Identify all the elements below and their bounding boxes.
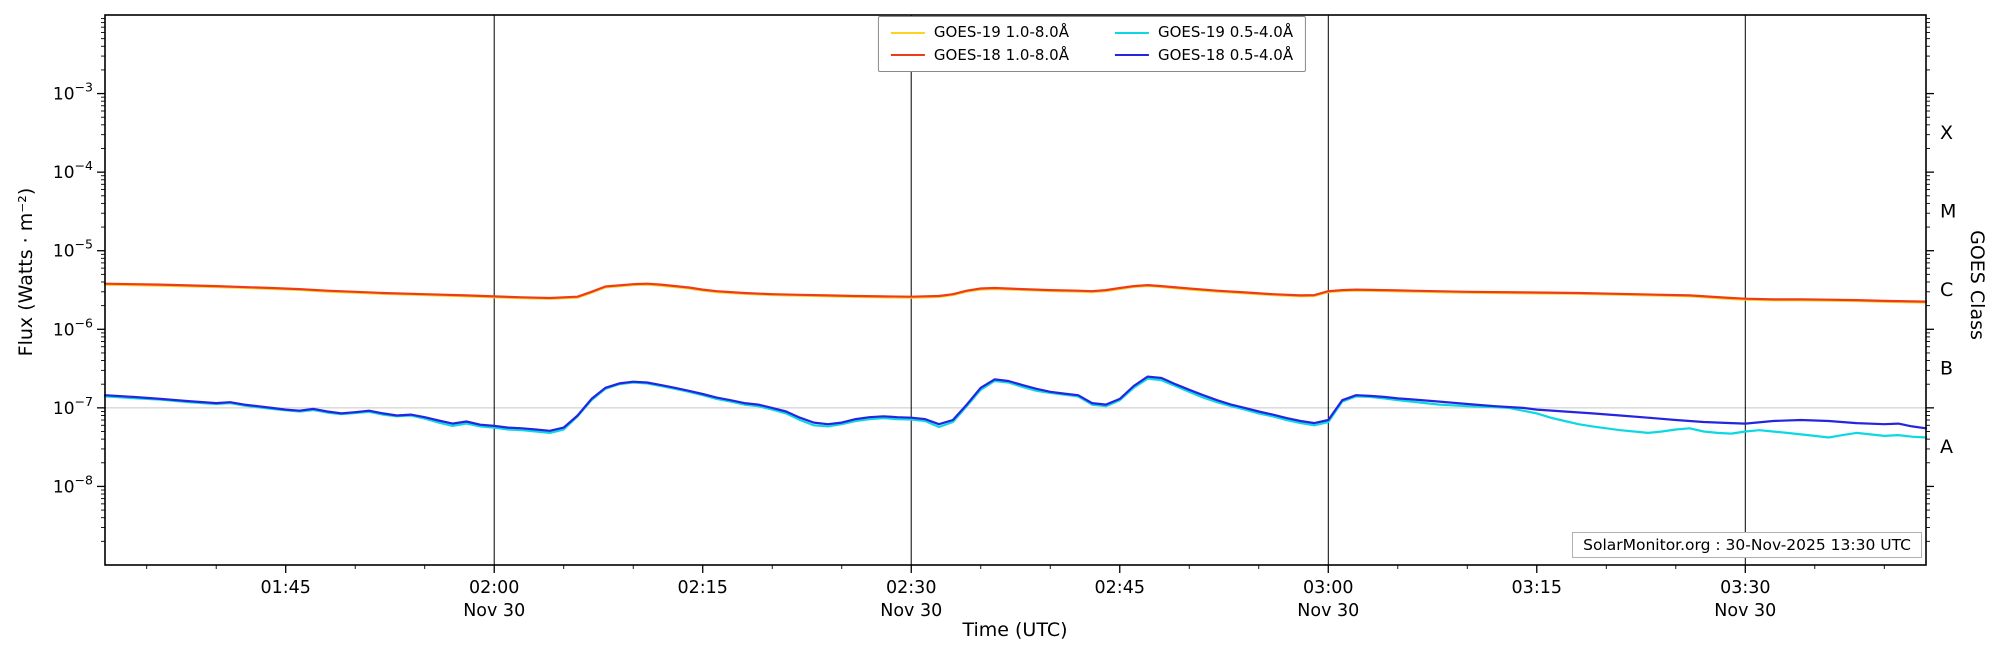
y-tick-label: 10−6	[53, 315, 93, 340]
x-tick-label: 02:45	[1095, 578, 1145, 598]
legend-item: GOES-18 0.5-4.0Å	[1115, 46, 1293, 66]
x-tick-sublabel: Nov 30	[1714, 601, 1776, 621]
legend-label: GOES-19 0.5-4.0Å	[1158, 23, 1294, 41]
goes-class-label-c: C	[1940, 279, 1953, 301]
legend-item: GOES-18 1.0-8.0Å	[890, 45, 1069, 66]
x-tick-label: 03:15	[1512, 578, 1562, 598]
x-tick-label: 02:15	[678, 578, 728, 598]
legend-item: GOES-19 0.5-4.0Å	[1115, 23, 1293, 43]
y-tick-label: 10−3	[53, 80, 93, 105]
plot-border	[104, 14, 1927, 566]
x-tick-sublabel: Nov 30	[463, 601, 525, 621]
legend: GOES-19 1.0-8.0Å GOES-18 1.0-8.0Å GOES-19 …	[877, 16, 1307, 72]
series-line	[103, 282, 1928, 303]
right-y-axis-label: GOES Class	[1966, 230, 1988, 340]
legend-line-swatch	[1115, 31, 1149, 34]
x-tick-sublabel: Nov 30	[1297, 601, 1359, 621]
x-axis-label: Time (UTC)	[962, 619, 1068, 641]
goes-class-label-a: A	[1940, 436, 1953, 458]
x-tick-sublabel: Nov 30	[880, 601, 942, 621]
x-tick-label: 03:00	[1303, 578, 1353, 598]
x-tick-label: 03:30	[1720, 578, 1770, 598]
y-tick-label: 10−4	[53, 158, 93, 183]
series-line	[103, 375, 1928, 432]
legend-label: GOES-19 1.0-8.0Å	[933, 23, 1069, 41]
y-tick-label: 10−5	[53, 237, 93, 262]
series-line	[103, 377, 1928, 439]
x-tick-label: 02:30	[886, 578, 936, 598]
goes-class-label-b: B	[1940, 358, 1953, 380]
watermark-timestamp: SolarMonitor.org : 30-Nov-2025 13:30 UTC	[1572, 532, 1922, 558]
legend-line-swatch	[890, 54, 925, 57]
legend-label: GOES-18 0.5-4.0Å	[1158, 45, 1294, 64]
legend-line-swatch	[890, 31, 925, 34]
y-tick-label: 10−7	[53, 394, 93, 419]
goes-class-label-m: M	[1940, 200, 1956, 222]
goes-class-label-x: X	[1940, 122, 1953, 144]
legend-label: GOES-18 1.0-8.0Å	[933, 45, 1069, 64]
y-axis-label: Flux (Watts · m⁻²)	[15, 187, 37, 357]
legend-line-swatch	[1115, 54, 1149, 57]
y-tick-label: 10−8	[53, 472, 93, 497]
x-tick-label: 02:00	[469, 578, 519, 598]
x-tick-label: 01:45	[260, 578, 310, 598]
legend-item: GOES-19 1.0-8.0Å	[890, 23, 1069, 43]
